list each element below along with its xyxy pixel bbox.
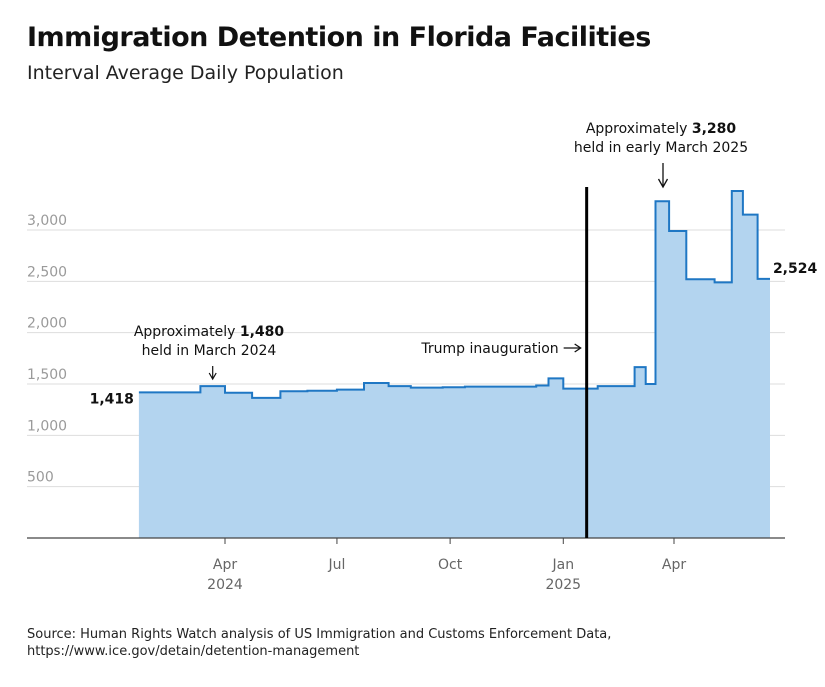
x-tick-label: Jul: [327, 557, 345, 573]
march-2024-annotation-line2: held in March 2024: [142, 343, 277, 359]
x-tick-year-label: 2025: [545, 577, 581, 593]
march-2024-annotation-line1: Approximately 1,480: [134, 324, 285, 340]
march-2024-annotation-line1-text: Approximately: [134, 324, 240, 340]
series-line: [138, 190, 770, 399]
y-tick-label: 1,500: [27, 367, 67, 383]
y-tick-label: 500: [27, 470, 54, 486]
start-value-label: 1,418: [90, 391, 134, 407]
inauguration-label: Trump inauguration: [420, 341, 558, 357]
chart-subtitle: Interval Average Daily Population: [27, 62, 344, 84]
march-2024-annotation-value: 1,480: [240, 324, 285, 340]
source-line-1: Source: Human Rights Watch analysis of U…: [27, 627, 612, 642]
inauguration-arrowhead: [574, 343, 582, 353]
end-value-label: 2,524: [773, 261, 818, 277]
y-tick-label: 2,000: [27, 316, 67, 332]
march-2025-annotation-line1: Approximately 3,280: [586, 121, 737, 137]
x-tick-label: Oct: [438, 557, 463, 573]
march-2025-annotation-line1-text: Approximately: [586, 121, 692, 137]
march-2024-arrowhead: [208, 372, 217, 381]
march-2025-annotation-value: 3,280: [692, 121, 737, 137]
series-area: [138, 191, 770, 538]
y-tick-label: 1,000: [27, 418, 67, 434]
y-tick-label: 2,500: [27, 264, 67, 280]
march-2025-arrowhead: [657, 178, 669, 189]
x-tick-label: Jan: [551, 557, 574, 573]
x-tick-label: Apr: [662, 557, 686, 573]
source-line-2: https://www.ice.gov/detain/detention-man…: [27, 644, 360, 659]
chart-title: Immigration Detention in Florida Facilit…: [27, 22, 651, 53]
x-tick-label: Apr: [213, 557, 237, 573]
march-2025-annotation-line2: held in early March 2025: [574, 140, 748, 156]
x-tick-year-label: 2024: [207, 577, 243, 593]
source-note: Source: Human Rights Watch analysis of U…: [27, 626, 611, 660]
y-tick-label: 3,000: [27, 213, 67, 229]
